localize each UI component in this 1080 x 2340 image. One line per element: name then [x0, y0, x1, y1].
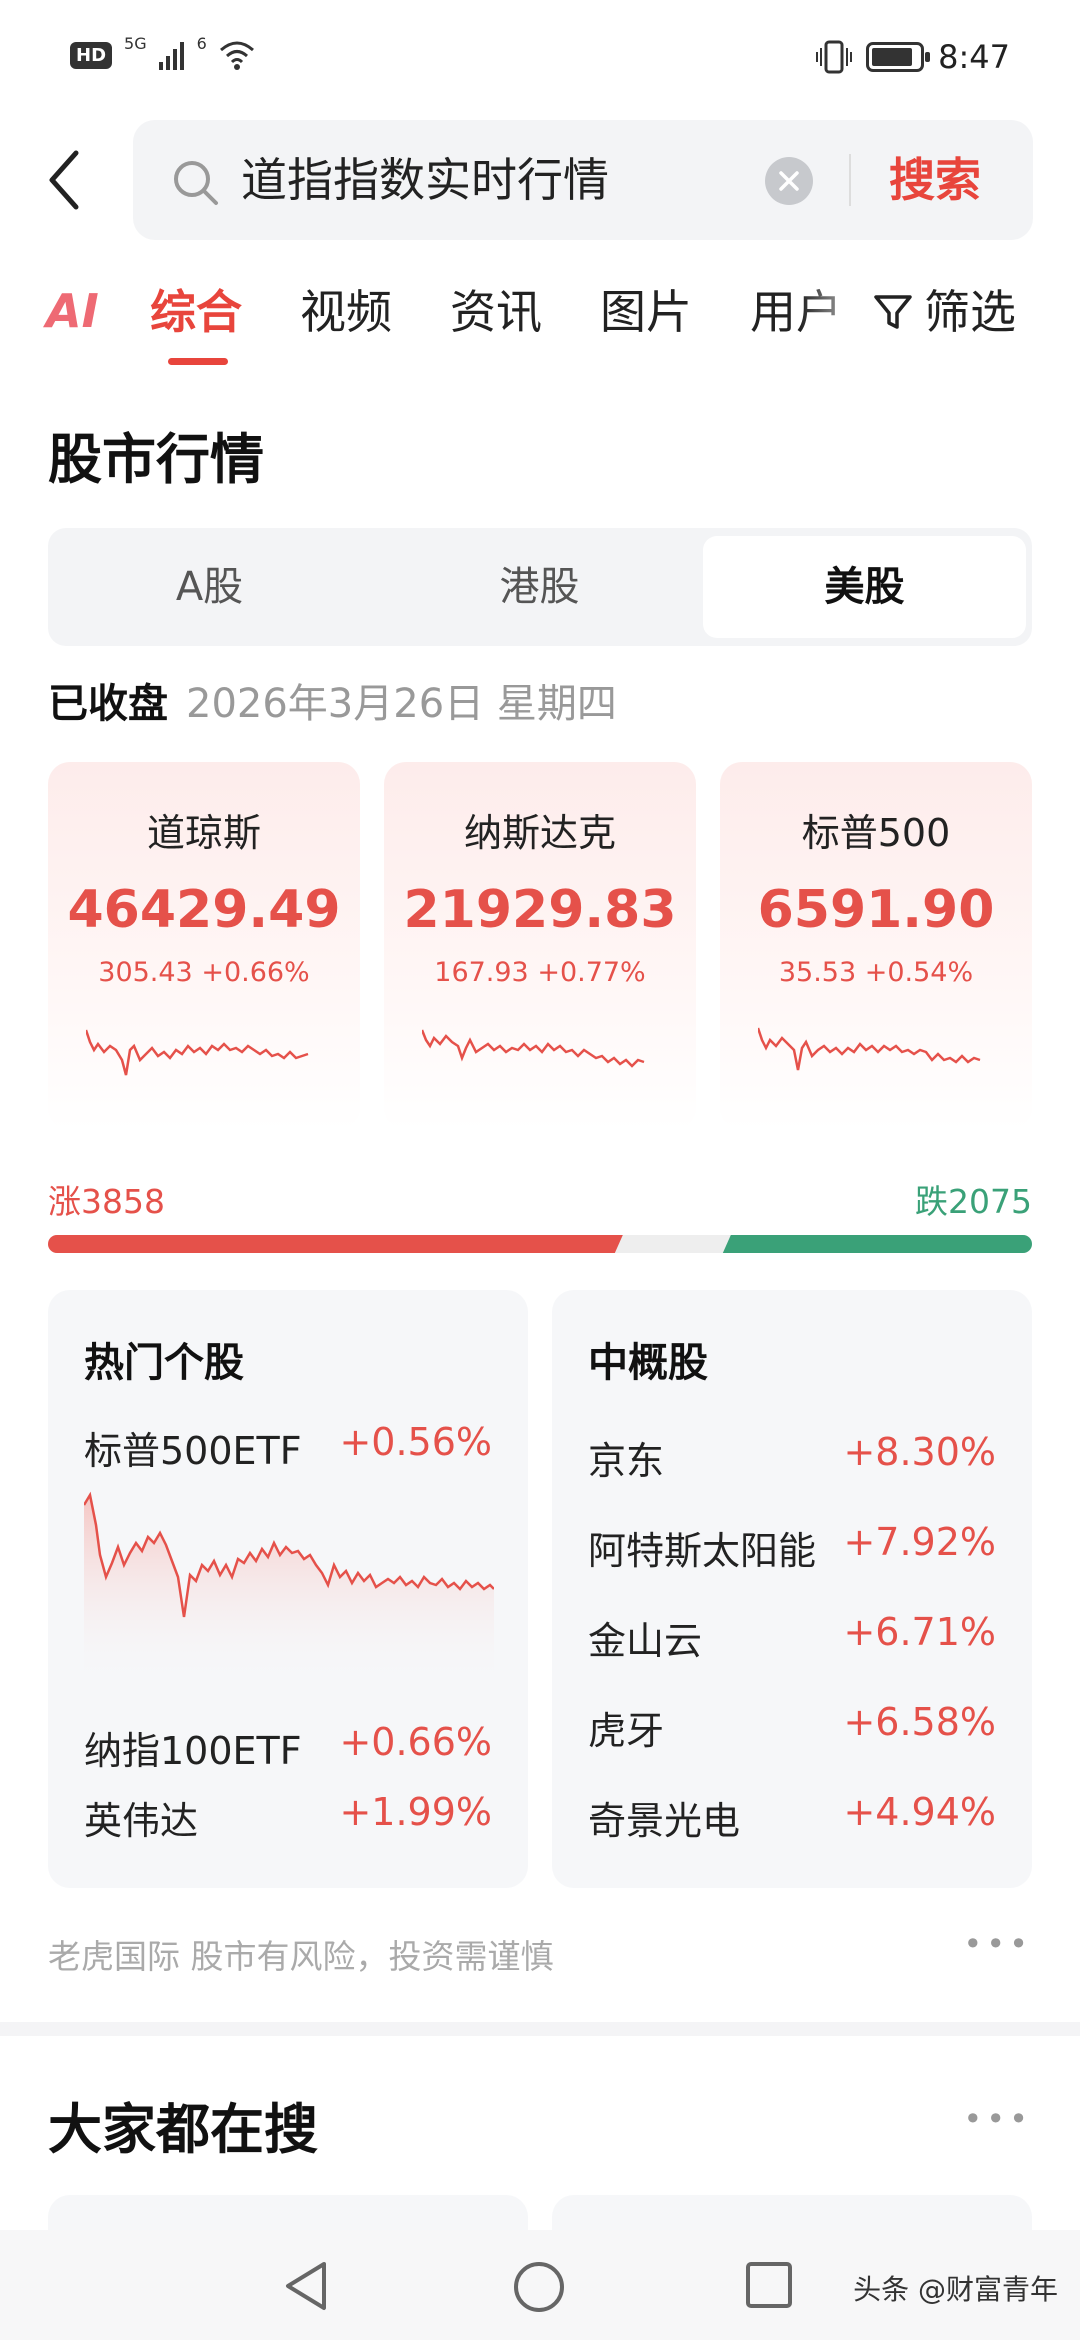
back-button[interactable] [40, 145, 90, 215]
china-stock-pct: +6.58% [843, 1700, 996, 1744]
battery-icon [866, 42, 931, 72]
status-right: 8:47 [816, 38, 1010, 76]
index-name: 标普500 [801, 811, 951, 855]
hot-stock-name[interactable]: 纳指100ETF [84, 1729, 302, 1773]
index-sparkline [422, 1029, 645, 1068]
filter-icon [874, 295, 912, 329]
market-date: 2026年3月26日 星期四 [186, 681, 617, 727]
index-change: 167.93 +0.77% [434, 957, 646, 988]
breadth-down-segment [722, 1235, 1032, 1253]
chevron-left-icon [49, 150, 79, 210]
system-nav-bar: 头条 @财富青年 [0, 2230, 1080, 2340]
search-input[interactable]: 道指指数实时行情 [241, 153, 609, 207]
clear-search-button[interactable] [765, 157, 813, 205]
search-icon [174, 161, 218, 205]
market-tabs: A股 港股 美股 [48, 528, 1032, 646]
hot-stock-pct: +1.99% [339, 1790, 492, 1834]
hot-stock-name[interactable]: 英伟达 [84, 1799, 199, 1843]
status-left: HD 5G 6 [70, 34, 255, 70]
watermark: 头条 @财富青年 [853, 2273, 1058, 2306]
wifi-version-label: 6 [196, 33, 207, 53]
active-tab-indicator [168, 358, 228, 365]
nav-home-icon[interactable] [512, 2260, 566, 2314]
decliners-label: 跌2075 [915, 1182, 1032, 1221]
vibrate-icon [816, 40, 853, 74]
filter-button[interactable]: 筛选 [872, 282, 1016, 342]
nav-recents-icon[interactable] [744, 2260, 794, 2310]
china-stock-name[interactable]: 奇景光电 [588, 1799, 741, 1843]
network-type-label: 5G [124, 33, 147, 53]
tab-news[interactable]: 资讯 [450, 285, 542, 339]
hot-stock-name[interactable]: 标普500ETF [84, 1429, 302, 1473]
china-stock-pct: +8.30% [843, 1430, 996, 1474]
hot-stocks-panel[interactable]: 热门个股 标普500ETF +0.56% 纳指100ETF +0.66% 英伟达… [48, 1290, 528, 1888]
breadth-up-segment [48, 1235, 623, 1253]
index-name: 纳斯达克 [463, 811, 616, 855]
index-card-sp500[interactable]: 标普500 6591.90 35.53 +0.54% [720, 762, 1032, 1130]
tab-video[interactable]: 视频 [300, 285, 392, 339]
nav-back-icon[interactable] [282, 2260, 332, 2312]
more-options-icon[interactable]: ••• [963, 1925, 1032, 1963]
hot-stocks-title: 热门个股 [84, 1340, 244, 1386]
search-divider [849, 154, 851, 206]
tab-images[interactable]: 图片 [600, 285, 692, 339]
market-closed-label: 已收盘 [48, 681, 168, 727]
result-tabs: AI 综合 视频 资讯 图片 用户 筛选 [0, 270, 1080, 370]
index-card-dow[interactable]: 道琼斯 46429.49 305.43 +0.66% [48, 762, 360, 1130]
trending-more-icon[interactable]: ••• [963, 2100, 1032, 2138]
market-status: 已收盘 2026年3月26日 星期四 [48, 676, 617, 732]
signal-icon [158, 42, 184, 70]
china-concept-title: 中概股 [588, 1340, 708, 1386]
hd-badge: HD [70, 41, 113, 69]
china-stock-name[interactable]: 金山云 [588, 1619, 703, 1663]
filter-label: 筛选 [924, 285, 1016, 339]
tab-comprehensive[interactable]: 综合 [150, 285, 242, 339]
hot-stock-pct: +0.56% [339, 1420, 492, 1464]
section-divider [0, 2022, 1080, 2036]
stock-section-title: 股市行情 [48, 428, 264, 491]
market-tab-hk[interactable]: 港股 [499, 564, 580, 610]
china-stock-pct: +4.94% [843, 1790, 996, 1834]
china-stock-pct: +6.71% [843, 1610, 996, 1654]
china-stock-name[interactable]: 阿特斯太阳能 [588, 1529, 817, 1573]
trending-section-title: 大家都在搜 [48, 2098, 318, 2161]
index-value: 46429.49 [67, 880, 341, 940]
index-value: 21929.83 [403, 880, 677, 940]
china-stock-name[interactable]: 京东 [588, 1439, 665, 1483]
china-stock-pct: +7.92% [843, 1520, 996, 1564]
index-card-nasdaq[interactable]: 纳斯达克 21929.83 167.93 +0.77% [384, 762, 696, 1130]
featured-stock-chart [84, 1491, 494, 1685]
clock: 8:47 [938, 38, 1010, 76]
breadth-bar [48, 1235, 1032, 1253]
china-concept-panel[interactable]: 中概股 京东 +8.30% 阿特斯太阳能 +7.92% 金山云 +6.71% 虎… [552, 1290, 1032, 1888]
china-stock-name[interactable]: 虎牙 [588, 1709, 665, 1753]
market-tab-a-shares[interactable]: A股 [175, 564, 244, 610]
risk-disclaimer: 老虎国际 股市有风险，投资需谨慎 [48, 1937, 554, 1976]
index-name: 道琼斯 [146, 811, 261, 855]
index-change: 35.53 +0.54% [778, 957, 974, 988]
index-value: 6591.90 [757, 880, 995, 940]
wifi-icon [219, 41, 254, 70]
market-tab-us[interactable]: 美股 [703, 536, 1026, 638]
index-change: 305.43 +0.66% [98, 957, 310, 988]
search-box[interactable]: 道指指数实时行情 搜索 [133, 120, 1033, 240]
search-button[interactable]: 搜索 [889, 153, 981, 207]
close-icon [779, 171, 799, 191]
index-sparkline [758, 1027, 981, 1071]
advancers-label: 涨3858 [48, 1182, 165, 1221]
tabs-fade [800, 270, 880, 370]
hot-stock-pct: +0.66% [339, 1720, 492, 1764]
status-bar: HD 5G 6 8:47 [0, 0, 1080, 120]
index-sparkline [86, 1029, 309, 1076]
tab-ai[interactable]: AI [46, 284, 99, 338]
